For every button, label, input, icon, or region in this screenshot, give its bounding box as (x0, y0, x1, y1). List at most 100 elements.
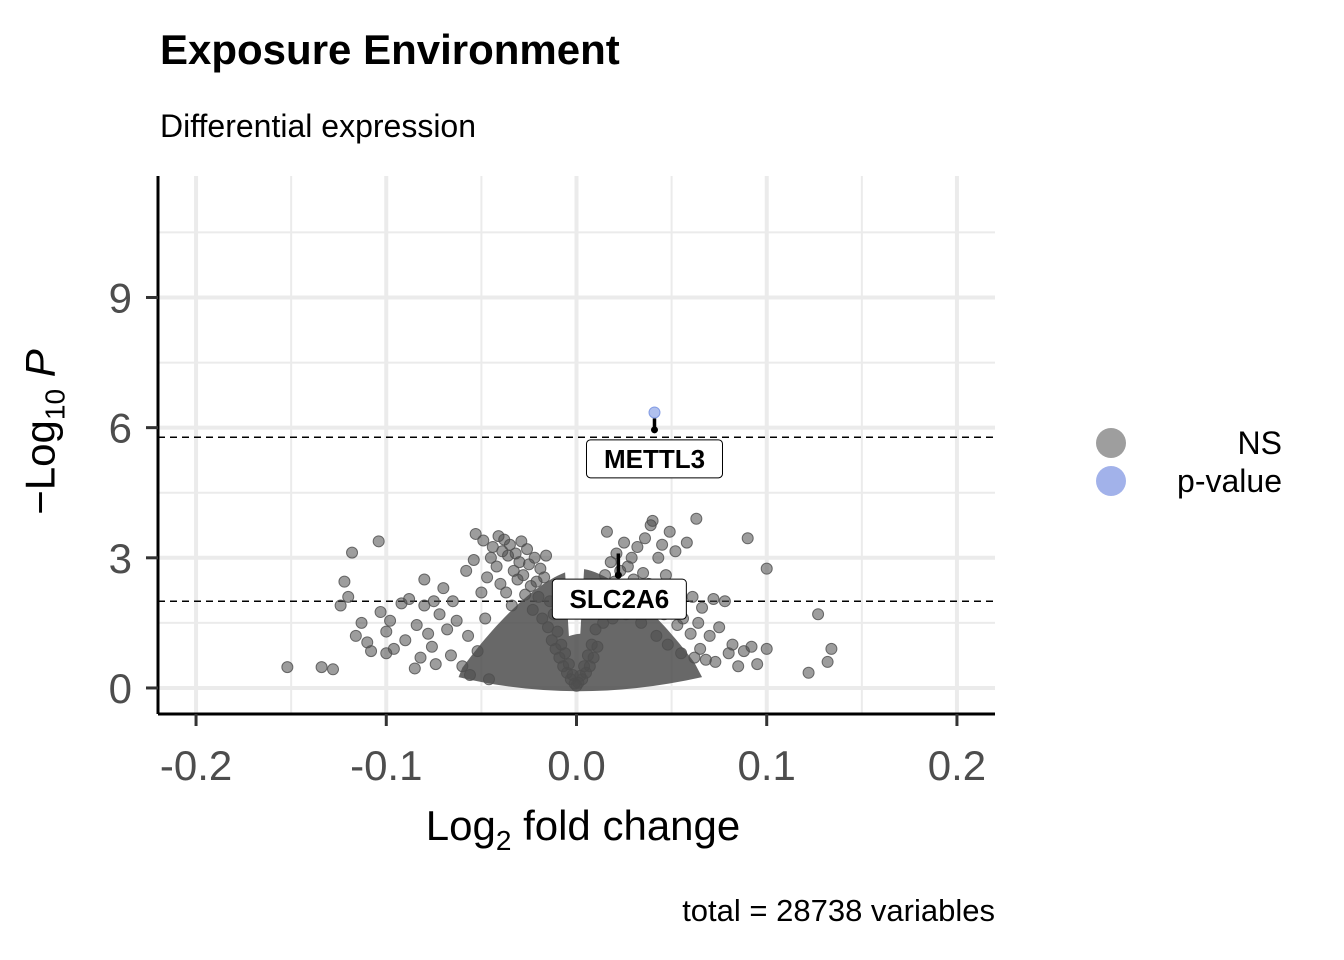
ns-point (403, 593, 416, 606)
ns-point (825, 642, 838, 655)
ns-point (538, 571, 551, 584)
ns-point (638, 532, 651, 545)
ns-point (374, 606, 387, 619)
ns-point (425, 640, 438, 653)
legend-key-p-value (1096, 466, 1126, 496)
x-axis-label-main: fold change (523, 802, 741, 849)
ns-point (450, 614, 463, 627)
ns-point (751, 658, 764, 671)
label-box (585, 439, 723, 479)
ns-point (600, 525, 613, 538)
ns-point (669, 545, 682, 558)
ns-point (427, 595, 440, 608)
ns-point (652, 551, 665, 564)
ns-point (631, 540, 644, 553)
ns-point (521, 543, 534, 556)
ns-point (686, 590, 699, 603)
gene-labels: METTL3 SLC2A6 (551, 418, 723, 620)
ns-point (429, 658, 442, 671)
y-axis-label: −Log10 P (17, 349, 72, 514)
x-axis-label-prefix: Log (425, 802, 496, 849)
ns-point (418, 573, 431, 586)
ns-point (663, 525, 676, 538)
ns-point (355, 616, 368, 629)
ns-point (690, 512, 703, 525)
ns-point (812, 608, 825, 621)
ns-point (625, 551, 638, 564)
ns-point (694, 642, 707, 655)
ns-point (460, 564, 473, 577)
ns-point (692, 616, 705, 629)
ns-point (469, 527, 482, 540)
ns-point (444, 649, 457, 662)
legend-key-ns (1096, 428, 1126, 458)
ns-point (517, 569, 530, 582)
axes (146, 176, 995, 726)
ns-point (490, 560, 503, 573)
gene-label-mettl3: METTL3 (604, 444, 705, 474)
y-axis-label-prefix: −Log (16, 420, 64, 515)
ns-point (477, 534, 490, 547)
ns-point (604, 556, 617, 569)
x-tick-label: -0.2 (160, 742, 232, 789)
ns-point (422, 627, 435, 640)
ns-point (433, 608, 446, 621)
ns-point (315, 661, 328, 674)
ns-point (475, 586, 488, 599)
ns-point (410, 619, 423, 632)
chart-subtitle: Differential expression (160, 108, 477, 144)
legend-label-ns: NS (1237, 424, 1282, 461)
ns-point (500, 586, 513, 599)
y-tick-label: 3 (109, 535, 132, 582)
ns-point (414, 651, 427, 664)
ns-point (741, 532, 754, 545)
ns-point (610, 547, 623, 560)
ns-point (437, 582, 450, 595)
ns-point (680, 536, 693, 549)
chart-title: Exposure Environment (160, 26, 620, 73)
ns-point (703, 629, 716, 642)
ns-point (380, 625, 393, 638)
x-axis-label: Log2 fold change (426, 802, 741, 857)
ns-point (446, 595, 459, 608)
ns-point (707, 593, 720, 606)
ns-point (494, 577, 507, 590)
label-connector-end (650, 426, 658, 434)
ns-point (481, 571, 494, 584)
ns-point (709, 655, 722, 668)
ns-point (399, 634, 412, 647)
data-points (281, 406, 838, 692)
legend-item-ns: NS (1092, 424, 1282, 462)
ns-point (684, 627, 697, 640)
ns-point (365, 645, 378, 658)
gene-label-slc2a6: SLC2A6 (569, 584, 669, 614)
threshold-lines (158, 436, 995, 602)
x-tick-label: 0.0 (547, 742, 605, 789)
x-tick-label: -0.1 (350, 742, 422, 789)
chart-caption: total = 28738 variables (682, 893, 995, 928)
ns-point (540, 549, 553, 562)
legend-label-p-value: p-value (1177, 462, 1282, 499)
ns-point (696, 601, 709, 614)
ns-point (760, 562, 773, 575)
ns-point (718, 595, 731, 608)
ns-dense-core (458, 569, 703, 692)
ns-point (745, 640, 758, 653)
ns-point (349, 629, 362, 642)
ns-point (503, 538, 516, 551)
legend: NS p-value (1092, 424, 1282, 500)
pvalue-point (648, 406, 661, 419)
y-axis-label-sub: 10 (39, 388, 71, 421)
grid-lines (158, 176, 995, 714)
ns-point (618, 536, 631, 549)
ns-point (760, 642, 773, 655)
ns-point (327, 663, 340, 676)
ns-point (821, 655, 834, 668)
x-tick-label: 0.1 (738, 742, 796, 789)
ns-point (346, 546, 359, 559)
ns-point (441, 623, 454, 636)
ns-point (479, 612, 492, 625)
y-tick-label: 6 (109, 405, 132, 452)
ns-point (281, 661, 294, 674)
